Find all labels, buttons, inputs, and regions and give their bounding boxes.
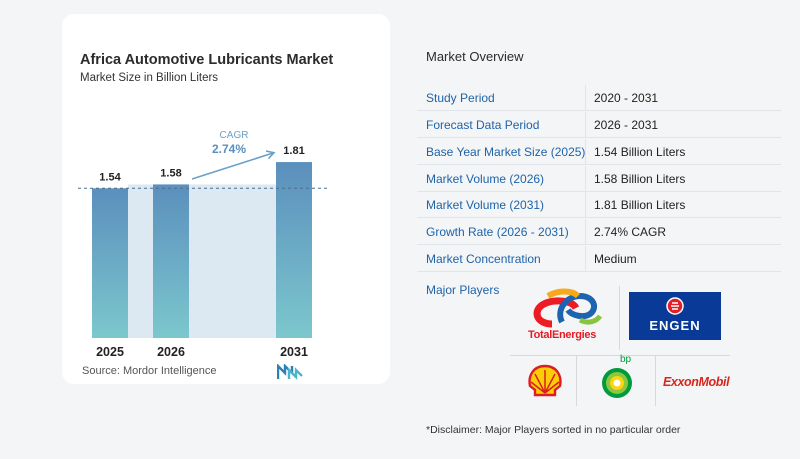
row-key: Growth Rate (2026 - 2031) (426, 225, 569, 239)
shell-logo (527, 364, 563, 398)
row-value: Medium (594, 252, 637, 266)
bar-2031 (276, 162, 312, 338)
bp-logo: bp (598, 354, 638, 400)
row-value: 2020 - 2031 (594, 91, 659, 105)
overview-row: Market Volume (2026) 1.58 Billion Liters (417, 166, 781, 192)
row-value: 2.74% CAGR (594, 225, 667, 239)
chart-subtitle: Market Size in Billion Liters (80, 72, 219, 84)
bp-helios-icon (602, 368, 632, 398)
row-value: 2026 - 2031 (594, 118, 659, 132)
row-key: Study Period (426, 91, 495, 105)
x-tick-label: 2025 (96, 345, 124, 359)
overview-title: Market Overview (426, 49, 524, 64)
row-key: Market Volume (2031) (426, 198, 545, 212)
value-label: 1.81 (283, 145, 304, 157)
totalenergies-wordmark: TotalEnergies (528, 329, 597, 341)
totalenergies-logo: TotalEnergies (522, 288, 612, 346)
value-label: 1.54 (99, 171, 121, 183)
logo-divider (655, 356, 656, 406)
bar-2025 (92, 188, 128, 338)
exxonmobil-logo: ExxonMobil (663, 375, 733, 393)
x-tick-label: 2031 (280, 345, 308, 359)
row-value: 1.54 Billion Liters (594, 145, 686, 159)
row-value: 1.81 Billion Liters (594, 198, 686, 212)
overview-row: Market Concentration Medium (417, 246, 781, 272)
engen-emblem-icon (666, 297, 684, 315)
shell-pecten-icon (528, 364, 562, 397)
cagr-label: CAGR (220, 130, 249, 141)
history-band (128, 184, 153, 338)
x-tick-label: 2026 (157, 345, 185, 359)
exxonmobil-wordmark: ExxonMobil (663, 375, 730, 389)
totalenergies-swirl-icon (533, 288, 603, 328)
row-value: 1.58 Billion Liters (594, 172, 686, 186)
logo-divider (619, 286, 620, 350)
value-label: 1.58 (160, 167, 181, 179)
row-key: Forecast Data Period (426, 118, 540, 132)
bp-wordmark: bp (620, 354, 632, 365)
logo-divider (576, 356, 577, 406)
overview-row: Forecast Data Period 2026 - 2031 (417, 112, 781, 138)
bar-chart: 1.54 2025 1.58 2026 1.81 2031 CAGR 2.74% (78, 130, 330, 359)
mordor-logo-icon (277, 364, 303, 380)
overview-row: Study Period 2020 - 2031 (417, 85, 781, 111)
engen-wordmark: ENGEN (649, 318, 701, 333)
overview-row: Base Year Market Size (2025) 1.54 Billion… (417, 139, 781, 165)
disclaimer: *Disclaimer: Major Players sorted in no … (426, 424, 681, 436)
chart-title: Africa Automotive Lubricants Market (80, 52, 334, 68)
overview-row: Market Volume (2031) 1.81 Billion Liters (417, 192, 781, 218)
engen-logo: ENGEN (629, 292, 721, 340)
bar-2026 (153, 184, 189, 338)
logo-divider (510, 355, 730, 356)
forecast-band (189, 184, 276, 338)
source-text: Source: Mordor Intelligence (82, 365, 217, 377)
overview-row: Growth Rate (2026 - 2031) 2.74% CAGR (417, 219, 781, 245)
cagr-value: 2.74% (212, 142, 246, 156)
major-players-label: Major Players (426, 283, 500, 297)
cagr-arrow (191, 150, 276, 180)
row-key: Market Concentration (426, 252, 541, 266)
row-key: Base Year Market Size (2025) (426, 145, 586, 159)
row-key: Market Volume (2026) (426, 172, 545, 186)
